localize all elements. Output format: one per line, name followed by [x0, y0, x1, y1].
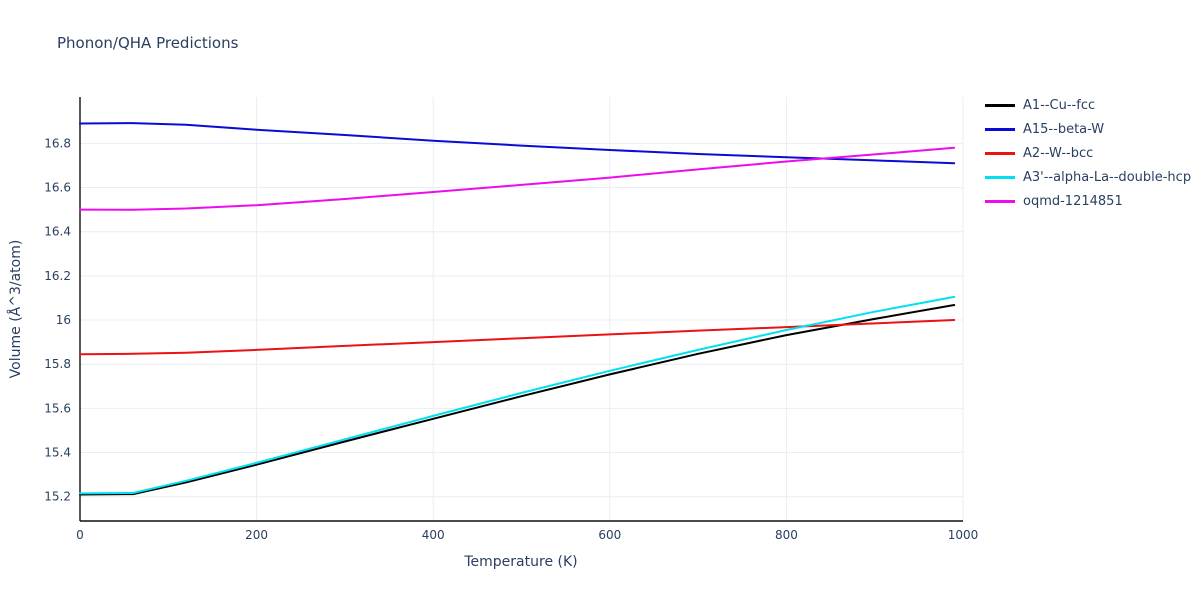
- legend-line-swatch: [985, 200, 1015, 203]
- legend-label: A2--W--bcc: [1023, 146, 1094, 161]
- x-tick-label: 200: [245, 528, 268, 542]
- y-tick-label: 16.8: [44, 136, 71, 150]
- series-line[interactable]: [79, 122, 956, 165]
- x-axis-title: Temperature (K): [464, 554, 578, 570]
- x-tick-label: 400: [422, 528, 445, 542]
- series-line[interactable]: [79, 146, 956, 211]
- y-tick-label: 16.2: [44, 269, 71, 283]
- series-line[interactable]: [79, 304, 956, 496]
- series-line[interactable]: [79, 319, 956, 356]
- y-tick-label: 15.2: [44, 490, 71, 504]
- chart-title: Phonon/QHA Predictions: [57, 34, 239, 52]
- y-tick-label: 16.6: [44, 181, 71, 195]
- y-axis-title: Volume (Å^3/atom): [8, 239, 24, 379]
- legend-label: A3'--alpha-La--double-hcp: [1023, 170, 1192, 185]
- legend-line-swatch: [985, 104, 1015, 107]
- legend-line-swatch: [985, 152, 1015, 155]
- x-tick-label: 0: [76, 528, 84, 542]
- legend-item[interactable]: A2--W--bcc: [985, 146, 1191, 161]
- legend-label: A1--Cu--fcc: [1023, 98, 1096, 113]
- y-tick-label: 16: [56, 313, 71, 327]
- y-tick-label: 16.4: [44, 225, 71, 239]
- x-tick-label: 1000: [948, 528, 979, 542]
- x-tick-label: 600: [598, 528, 621, 542]
- legend-item[interactable]: oqmd-1214851: [985, 194, 1191, 209]
- legend: A1--Cu--fcc A15--beta-W A2--W--bcc A3'--alp…: [985, 98, 1191, 209]
- legend-label: oqmd-1214851: [1023, 194, 1123, 209]
- legend-item[interactable]: A15--beta-W: [985, 122, 1191, 137]
- legend-label: A15--beta-W: [1023, 122, 1105, 137]
- y-tick-label: 15.4: [44, 446, 71, 460]
- legend-item[interactable]: A1--Cu--fcc: [985, 98, 1191, 113]
- legend-line-swatch: [985, 128, 1015, 131]
- y-tick-label: 15.6: [44, 401, 71, 415]
- y-tick-label: 15.8: [44, 357, 71, 371]
- x-tick-label: 800: [775, 528, 798, 542]
- legend-item[interactable]: A3'--alpha-La--double-hcp: [985, 170, 1191, 185]
- legend-line-swatch: [985, 176, 1015, 179]
- series-line[interactable]: [79, 295, 956, 495]
